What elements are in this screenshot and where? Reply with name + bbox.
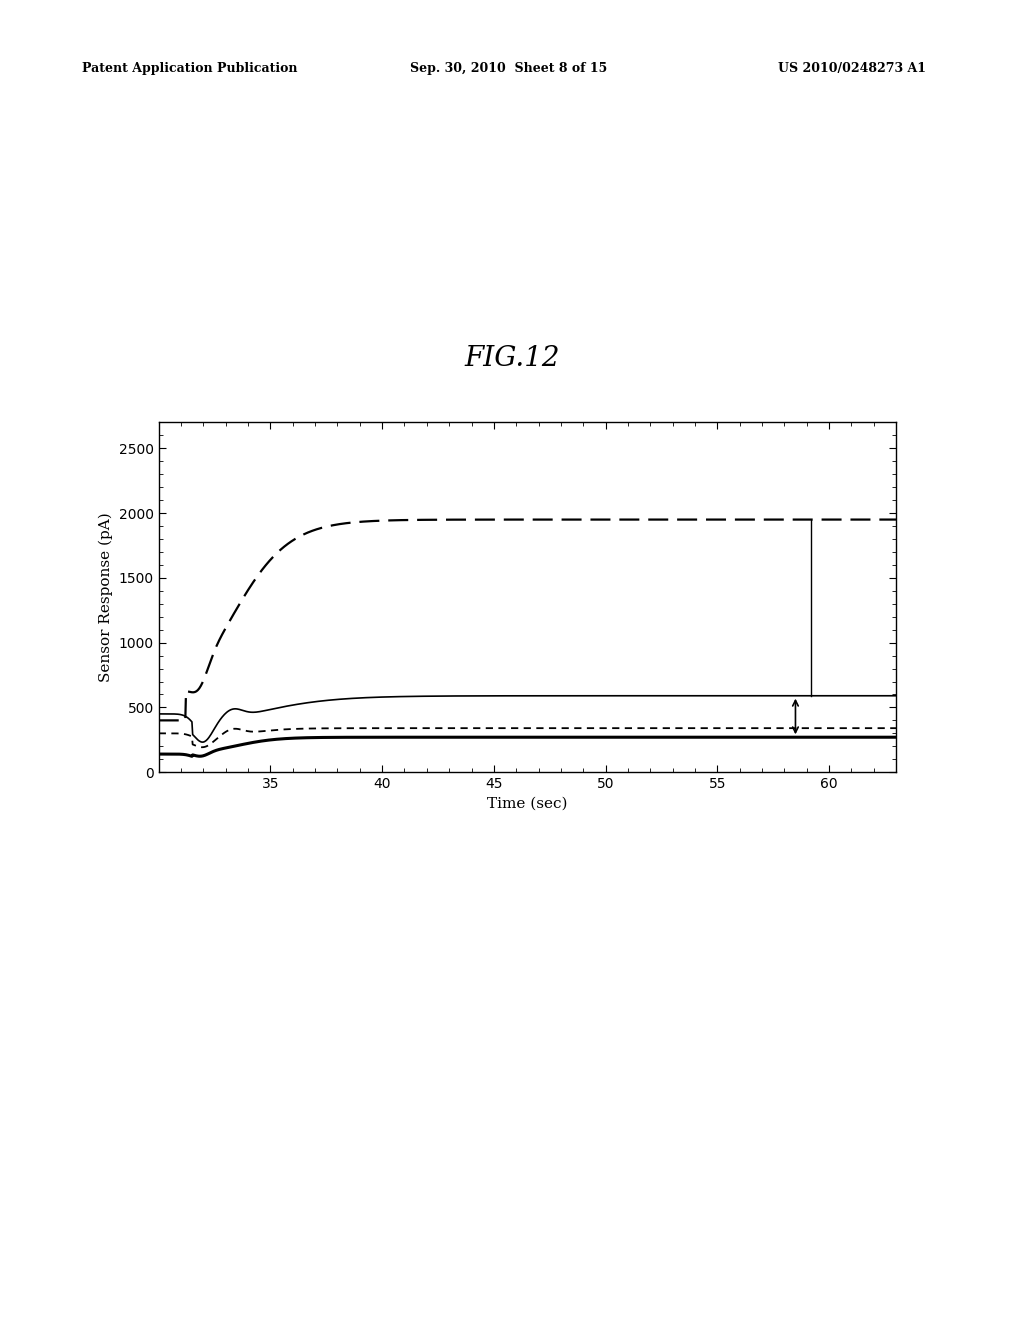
Text: US 2010/0248273 A1: US 2010/0248273 A1: [778, 62, 927, 75]
Text: FIG.12: FIG.12: [464, 346, 560, 372]
Text: Sep. 30, 2010  Sheet 8 of 15: Sep. 30, 2010 Sheet 8 of 15: [410, 62, 607, 75]
Y-axis label: Sensor Response (pA): Sensor Response (pA): [98, 512, 114, 682]
Text: Patent Application Publication: Patent Application Publication: [82, 62, 297, 75]
X-axis label: Time (sec): Time (sec): [487, 796, 567, 810]
